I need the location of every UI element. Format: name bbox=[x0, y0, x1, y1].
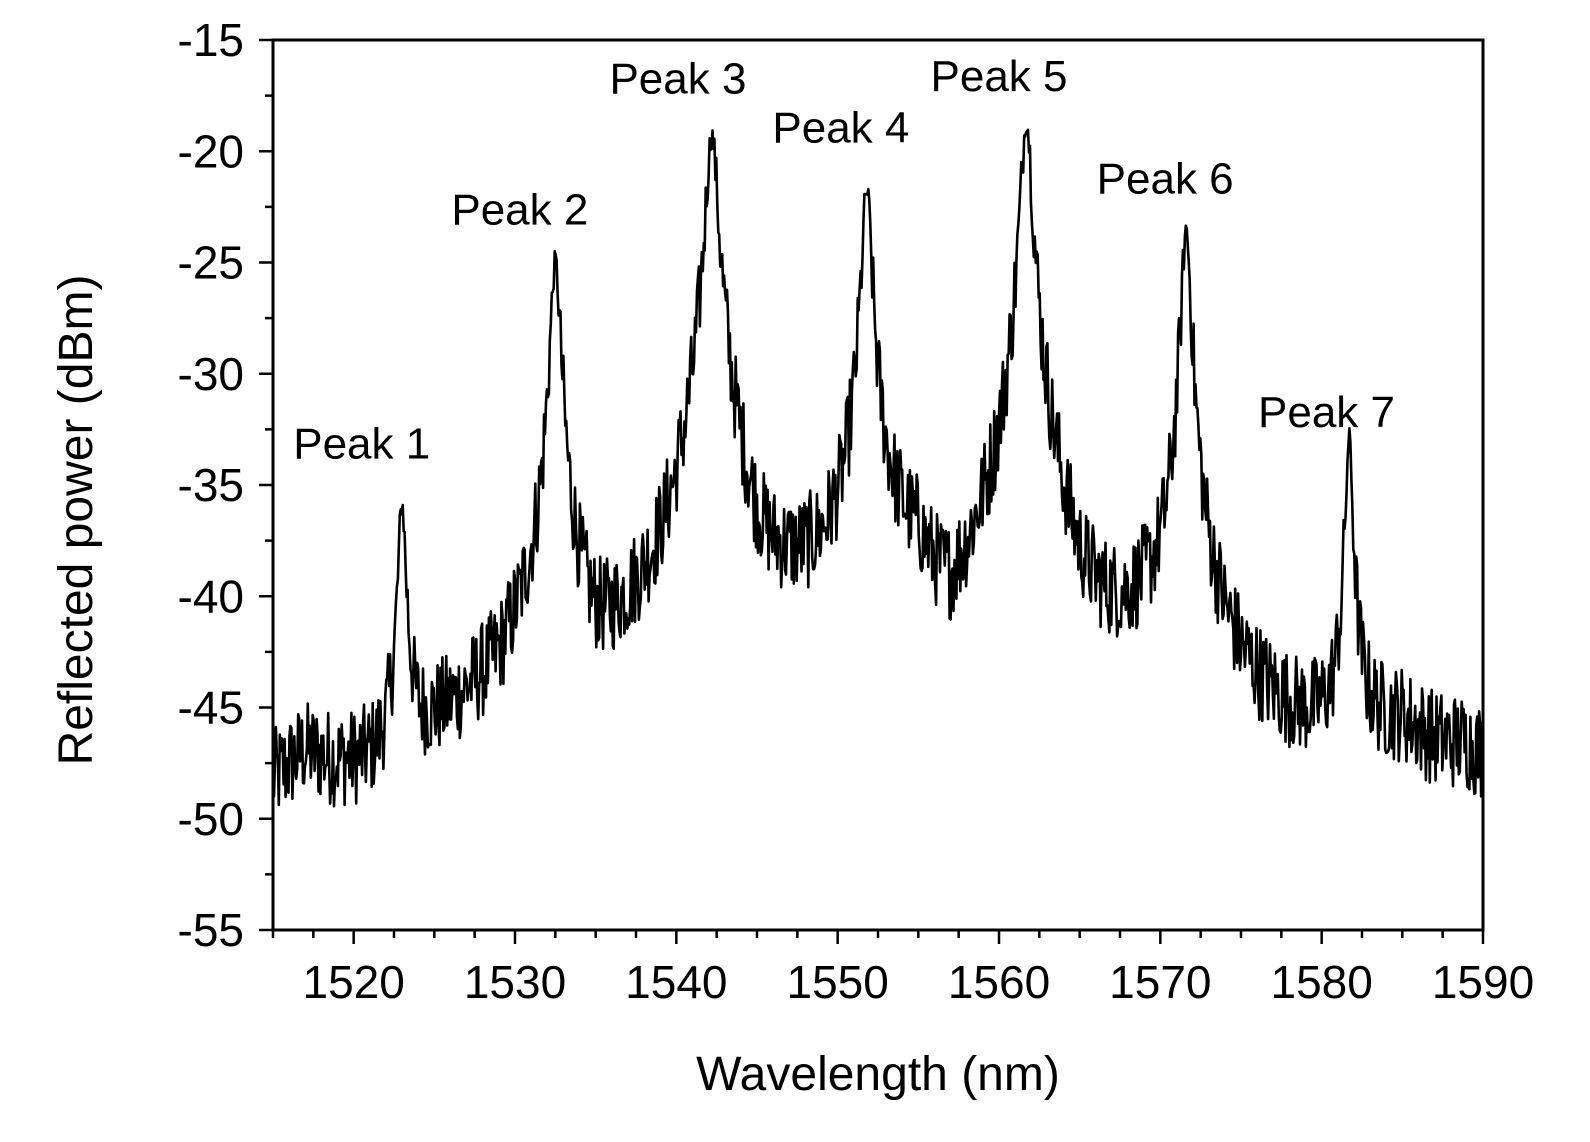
x-tick-label: 1580 bbox=[1270, 956, 1372, 1008]
y-axis-title: Reflected power (dBm) bbox=[50, 275, 103, 766]
x-tick-label: 1590 bbox=[1432, 956, 1534, 1008]
y-tick-label: -55 bbox=[178, 904, 244, 956]
peak-7-label: Peak 7 bbox=[1258, 388, 1395, 437]
plot-frame bbox=[271, 38, 1485, 932]
peak-annotations: Peak 1 Peak 2 Peak 3 Peak 4 Peak 5 Peak 6 Peak… bbox=[293, 52, 1395, 468]
x-tick-label: 1560 bbox=[948, 956, 1050, 1008]
y-tick-label: -15 bbox=[178, 14, 244, 66]
x-tick-label: 1570 bbox=[1109, 956, 1211, 1008]
x-tick-label: 1530 bbox=[464, 956, 566, 1008]
x-tick-label: 1550 bbox=[786, 956, 888, 1008]
x-tick-label: 1520 bbox=[302, 956, 404, 1008]
peak-3-label: Peak 3 bbox=[609, 54, 746, 103]
x-axis-title: Wavelength (nm) bbox=[696, 1048, 1060, 1101]
x-tick-label: 1540 bbox=[625, 956, 727, 1008]
y-tick-label: -45 bbox=[178, 682, 244, 734]
peak-6-label: Peak 6 bbox=[1097, 155, 1234, 204]
reflected-power-line bbox=[271, 128, 1485, 808]
y-tick-label: -30 bbox=[178, 348, 244, 400]
y-tick-label: -40 bbox=[178, 570, 244, 622]
y-tick-label: -25 bbox=[178, 237, 244, 289]
peak-5-label: Peak 5 bbox=[931, 52, 1068, 101]
peak-2-label: Peak 2 bbox=[451, 186, 588, 235]
y-tick-label: -20 bbox=[178, 125, 244, 177]
y-tick-label: -35 bbox=[178, 459, 244, 511]
y-tick-label: -50 bbox=[178, 793, 244, 845]
peak-1-label: Peak 1 bbox=[293, 419, 430, 468]
axis-ticks bbox=[259, 38, 1485, 944]
axis-tick-labels: 1520 1530 1540 1550 1560 1570 1580 1590 -15 -20 -2… bbox=[178, 14, 1535, 1008]
peak-4-label: Peak 4 bbox=[772, 103, 909, 152]
